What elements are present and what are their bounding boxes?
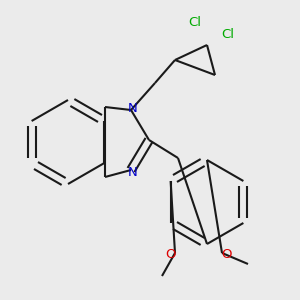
Text: Cl: Cl	[221, 28, 235, 41]
Text: Cl: Cl	[188, 16, 202, 28]
Text: N: N	[128, 103, 138, 116]
Text: O: O	[222, 248, 232, 260]
Text: N: N	[128, 166, 138, 178]
Text: O: O	[166, 248, 176, 260]
